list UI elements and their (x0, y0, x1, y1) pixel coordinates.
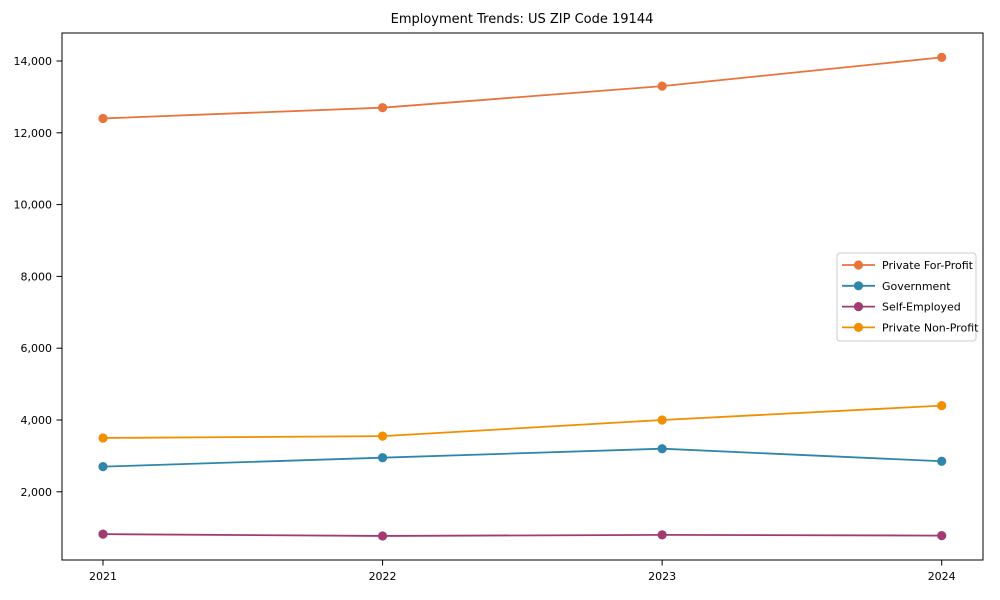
x-tick-label: 2023 (648, 570, 676, 583)
y-tick-label: 12,000 (14, 127, 53, 140)
y-tick-label: 14,000 (14, 55, 53, 68)
legend-marker-icon-government (853, 281, 864, 291)
y-tick-label: 4,000 (21, 414, 53, 427)
data-point-private-non-profit (98, 433, 108, 443)
y-tick-label: 6,000 (21, 342, 53, 355)
x-tick-label: 2024 (928, 570, 956, 583)
legend-label-self-employed: Self-Employed (882, 301, 961, 314)
data-point-self-employed (937, 530, 947, 541)
legend-marker-icon-private-non-profit (853, 322, 864, 332)
chart-title: Employment Trends: US ZIP Code 19144 (391, 12, 654, 27)
legend: Private For-Profit Government Self-Employe… (836, 252, 979, 342)
legend-label-government: Government (882, 280, 951, 293)
y-tick-label: 2,000 (21, 486, 53, 499)
data-point-self-employed (657, 530, 667, 540)
series-line-government (102, 447, 942, 468)
legend-marker-icon-private-for-profit (853, 260, 864, 270)
x-tick-label: 2021 (89, 570, 117, 583)
data-point-self-employed (98, 529, 108, 539)
data-point-government (657, 444, 667, 454)
series-line-private-non-profit (102, 404, 942, 439)
x-tick-label: 2022 (369, 570, 397, 583)
data-point-private-non-profit (657, 415, 667, 425)
legend-label-private-for-profit: Private For-Profit (882, 259, 974, 272)
axes: 2,000 4,000 6,000 8,000 10,000 12,000 14,000 20… (14, 32, 984, 583)
data-point-government (937, 456, 947, 466)
data-point-government (377, 453, 388, 463)
plot-series (98, 52, 947, 541)
data-point-private-for-profit (98, 113, 108, 124)
data-point-private-non-profit (937, 401, 947, 411)
plot-frame (61, 32, 984, 561)
series-line-private-for-profit (102, 56, 942, 120)
data-point-private-for-profit (377, 103, 388, 113)
data-point-private-for-profit (657, 81, 667, 91)
data-point-private-for-profit (937, 52, 947, 63)
y-tick-label: 8,000 (21, 270, 53, 283)
data-point-self-employed (377, 531, 388, 541)
data-point-government (98, 462, 108, 472)
data-point-private-non-profit (377, 431, 388, 441)
y-tick-label: 10,000 (14, 199, 53, 212)
legend-label-private-non-profit: Private Non-Profit (882, 321, 979, 334)
legend-marker-icon-self-employed (853, 302, 864, 312)
legend-box (836, 252, 977, 342)
series-line-self-employed (102, 533, 942, 537)
